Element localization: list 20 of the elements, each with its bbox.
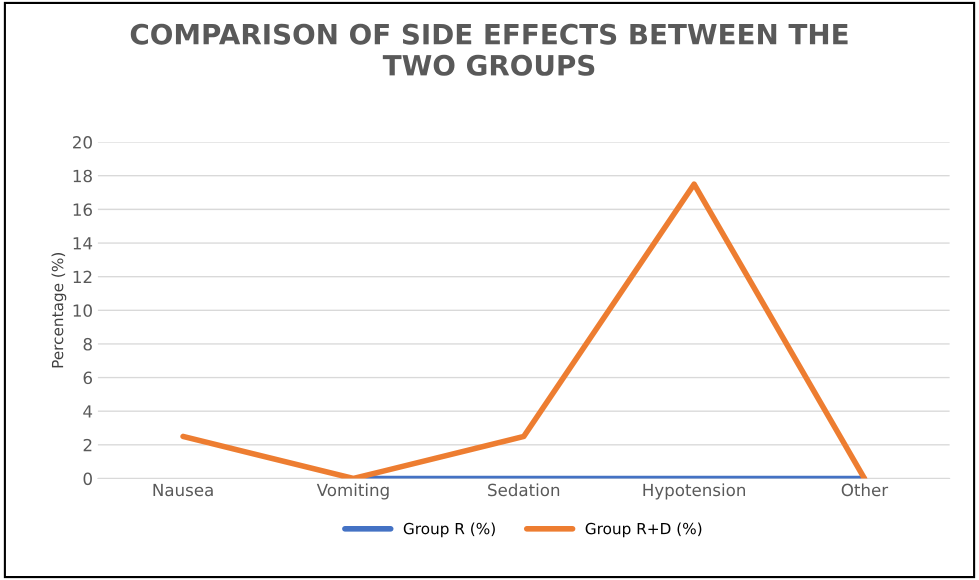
y-tick-label: 8 (84, 338, 92, 351)
x-tick-label: Hypotension (643, 483, 745, 500)
y-tick-label: 20 (73, 136, 92, 149)
x-tick-label: Vomiting (316, 483, 389, 500)
y-tick-label: 10 (74, 304, 92, 317)
y-tick-label: 12 (74, 270, 92, 283)
y-axis-title: Percentage (%) (52, 253, 66, 368)
y-tick-label: 0 (84, 472, 92, 486)
y-tick-label: 18 (74, 170, 92, 182)
x-tick-label: Sedation (488, 483, 560, 496)
y-tick-label: 6 (84, 372, 92, 384)
y-tick-label: 14 (74, 237, 92, 250)
y-tick-label: 2 (84, 438, 92, 452)
chart-title: COMPARISON OF SIDE EFFECTS BETWEEN THE TWO GROUPS (130, 24, 848, 76)
y-tick-label: 4 (83, 405, 92, 418)
x-tick-label: Other (842, 483, 888, 496)
legend-label: Group R (%) (404, 522, 495, 538)
x-tick-label: Nausea (154, 484, 213, 496)
legend-label: Group R+D (%) (586, 522, 702, 538)
y-tick-label: 16 (74, 203, 92, 216)
